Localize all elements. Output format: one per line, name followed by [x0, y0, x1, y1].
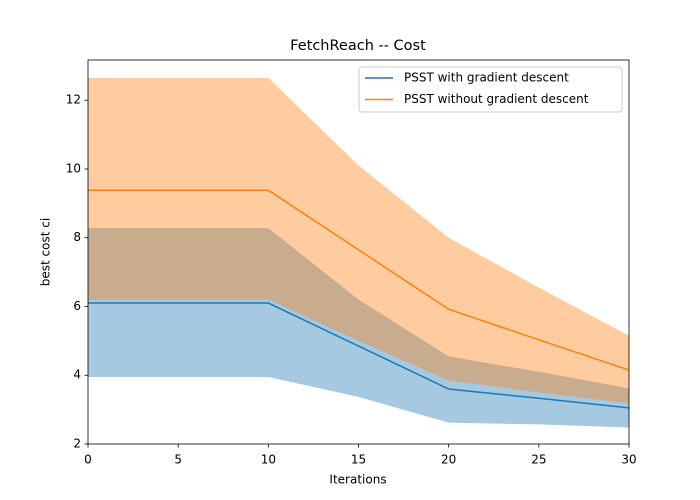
confidence-band [88, 77, 629, 404]
y-tick-label: 6 [73, 299, 81, 313]
chart-title: FetchReach -- Cost [290, 38, 426, 54]
x-axis-label: Iterations [329, 473, 386, 487]
line [88, 189, 630, 371]
plot-area [88, 77, 630, 428]
x-tick-label: 20 [441, 453, 456, 467]
legend-box [358, 66, 623, 113]
y-tick-label: 10 [66, 161, 81, 175]
x-tick-label: 15 [351, 453, 366, 467]
y-tick-label: 8 [73, 230, 81, 244]
x-tick-label: 30 [621, 453, 636, 467]
x-tick-label: 25 [531, 453, 546, 467]
y-tick-label: 4 [73, 368, 81, 382]
legend-label: PSST without gradient descent [404, 92, 589, 106]
x-tick-label: 0 [84, 453, 92, 467]
x-tick-label: 5 [174, 453, 182, 467]
y-tick-label: 2 [73, 437, 81, 451]
line [88, 302, 630, 409]
y-tick-label: 12 [66, 93, 81, 107]
confidence-band [88, 228, 629, 428]
y-axis-label: best cost ci [39, 218, 53, 286]
x-tick-label: 10 [261, 453, 276, 467]
legend-label: PSST with gradient descent [404, 71, 569, 85]
